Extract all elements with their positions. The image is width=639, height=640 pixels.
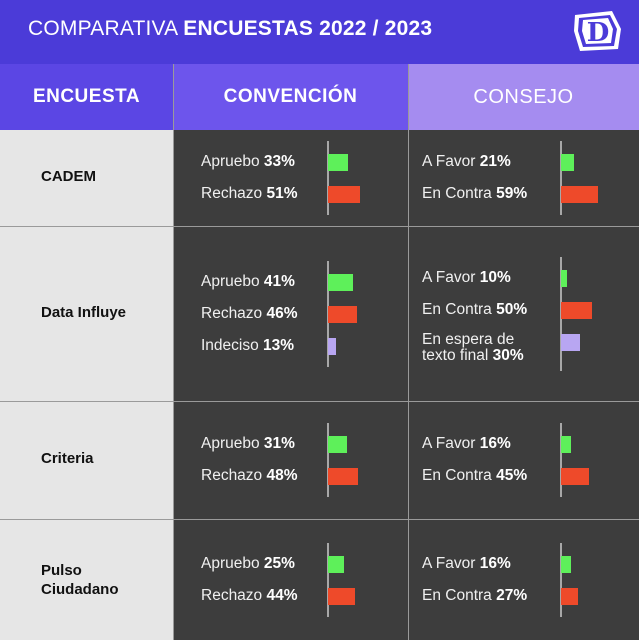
bar-contra [561, 186, 598, 203]
data-value: 31% [263, 435, 295, 452]
data-value: 21% [479, 153, 511, 170]
data-label: Indeciso 13% [201, 337, 295, 354]
bar-favor [328, 436, 347, 453]
data-label: Rechazo 48% [201, 467, 298, 484]
column-divider [408, 64, 409, 640]
bar-contra [561, 302, 592, 319]
data-label: En Contra 50% [422, 301, 528, 318]
bar-contra [328, 186, 360, 203]
survey-name: Criteria [41, 450, 94, 467]
bar-favor [328, 154, 348, 171]
data-value: 46% [266, 305, 298, 322]
bar-otro [561, 334, 580, 351]
data-label: A Favor 16% [422, 555, 511, 572]
row-cell-consejo [409, 226, 639, 401]
data-value: 16% [479, 435, 511, 452]
bar-contra [328, 468, 358, 485]
bar-axis [560, 141, 562, 215]
bar-contra [328, 588, 355, 605]
column-header-encuesta: ENCUESTA [0, 64, 173, 130]
survey-name: Data Influye [41, 303, 127, 321]
title-bold: ENCUESTAS 2022 / 2023 [183, 17, 433, 40]
data-label: En Contra 27% [422, 587, 528, 604]
data-value: 41% [263, 273, 295, 290]
data-label: En Contra 45% [422, 467, 528, 484]
row-cell-convencion [173, 226, 408, 401]
row-divider [0, 226, 639, 227]
data-value: 45% [496, 467, 528, 484]
row-cell-convencion [173, 519, 408, 640]
bar-favor [561, 436, 571, 453]
data-label: Apruebo 31% [201, 435, 295, 452]
bar-axis [327, 543, 329, 617]
data-value: 50% [496, 301, 528, 318]
data-label: En espera de texto final 30% [422, 331, 524, 364]
row-cell-consejo [409, 519, 639, 640]
data-value: 30% [492, 347, 524, 364]
bar-contra [561, 468, 589, 485]
data-value: 48% [266, 467, 298, 484]
data-value: 51% [266, 185, 298, 202]
logo-icon: D [574, 11, 621, 51]
row-cell-consejo [409, 130, 639, 226]
data-label: A Favor 21% [422, 153, 511, 170]
column-divider [173, 64, 174, 640]
data-label: A Favor 16% [422, 435, 511, 452]
bar-favor [328, 556, 344, 573]
bar-favor [561, 154, 574, 171]
bar-otro [328, 338, 336, 355]
data-label: Rechazo 51% [201, 185, 298, 202]
bar-axis [327, 423, 329, 497]
bar-favor [561, 270, 567, 287]
bar-axis [327, 141, 329, 215]
data-value: 13% [263, 337, 295, 354]
bar-favor [561, 556, 571, 573]
data-label: Apruebo 41% [201, 273, 295, 290]
survey-name: Pulso Ciudadano [41, 561, 119, 598]
data-label: Apruebo 33% [201, 153, 295, 170]
bar-contra [328, 306, 357, 323]
bar-favor [328, 274, 353, 291]
data-value: 59% [496, 185, 528, 202]
logo-letter: D [587, 18, 610, 48]
row-divider [0, 401, 639, 402]
row-divider [0, 519, 639, 520]
title-light: COMPARATIVA [28, 17, 178, 40]
bar-axis [560, 543, 562, 617]
row-cell-convencion [173, 401, 408, 519]
row-cell-consejo [409, 401, 639, 519]
page-title: COMPARATIVA ENCUESTAS 2022 / 2023 [28, 17, 432, 41]
data-value: 27% [496, 587, 528, 604]
data-value: 44% [266, 587, 298, 604]
survey-name-column [0, 130, 173, 640]
data-value: 10% [479, 269, 511, 286]
title-bar: COMPARATIVA ENCUESTAS 2022 / 2023 D [0, 0, 639, 64]
data-label: Apruebo 25% [201, 555, 295, 572]
data-value: 25% [263, 555, 295, 572]
data-label: Rechazo 46% [201, 305, 298, 322]
data-label: A Favor 10% [422, 269, 511, 286]
data-value: 33% [263, 153, 295, 170]
data-label: En Contra 59% [422, 185, 528, 202]
survey-name: CADEM [41, 168, 96, 185]
bar-contra [561, 588, 578, 605]
column-header-consejo: CONSEJO [408, 64, 639, 130]
row-cell-convencion [173, 130, 408, 226]
data-value: 16% [479, 555, 511, 572]
data-label: Rechazo 44% [201, 587, 298, 604]
bar-axis [560, 423, 562, 497]
column-header-convencion: CONVENCIÓN [173, 64, 408, 130]
